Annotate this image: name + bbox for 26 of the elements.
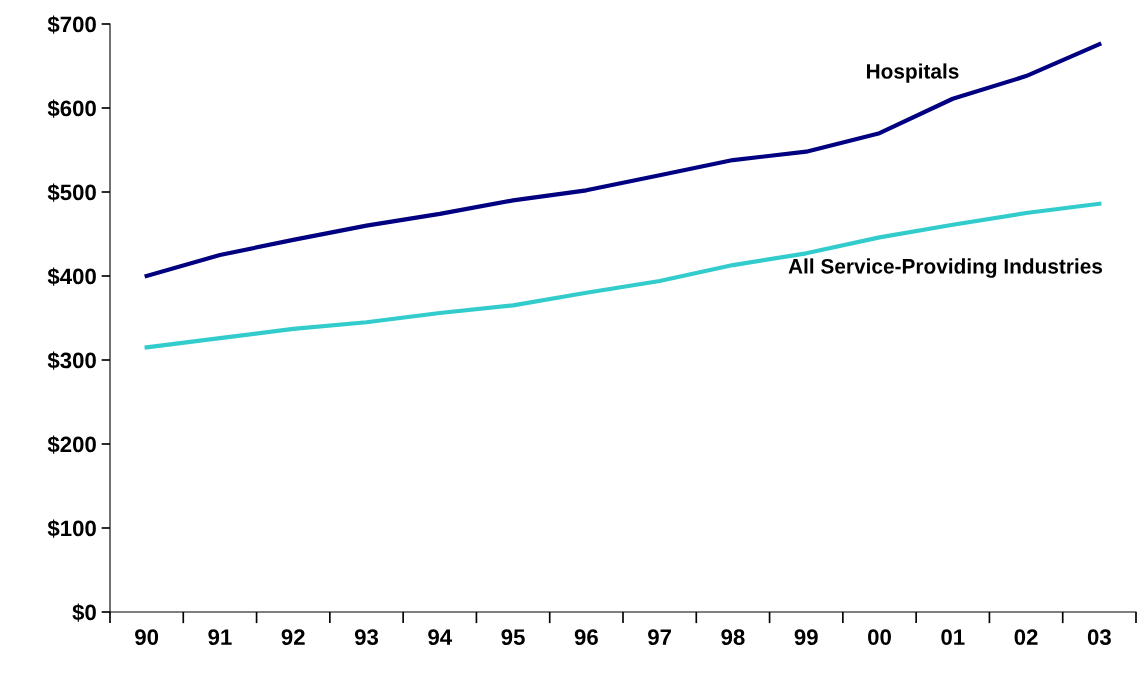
x-tick-label: 95	[501, 629, 525, 645]
y-tick-label: $500	[47, 183, 96, 202]
y-tick-label: $400	[47, 267, 96, 286]
y-tick-label: $100	[47, 519, 96, 538]
x-tick-label: 01	[941, 629, 965, 645]
x-tick-label: 96	[574, 629, 598, 645]
x-tick-label: 97	[648, 629, 672, 645]
x-tick-label: 98	[721, 629, 745, 645]
x-tick-label: 02	[1014, 629, 1038, 645]
line-series	[144, 42, 1102, 279]
y-tick-label: $300	[47, 351, 96, 370]
x-tick-label: 00	[868, 629, 891, 645]
x-tick-label: 92	[281, 629, 305, 645]
x-tick-label: 93	[354, 629, 379, 646]
y-tick-label: $700	[47, 15, 96, 34]
line-series	[144, 201, 1102, 350]
y-tick-label: $0	[72, 603, 96, 622]
y-tick-label: $200	[47, 435, 96, 454]
series-label: All Service-Providing Industries	[788, 258, 1103, 278]
x-tick-label: 91	[208, 629, 232, 645]
y-tick-label: $600	[47, 99, 96, 118]
series-label: Hospitals	[866, 63, 959, 83]
x-tick-label: 03	[1087, 629, 1111, 646]
x-tick-label: 94	[428, 629, 453, 645]
x-tick-label: 90	[135, 629, 159, 645]
x-tick-label: 99	[794, 629, 818, 645]
